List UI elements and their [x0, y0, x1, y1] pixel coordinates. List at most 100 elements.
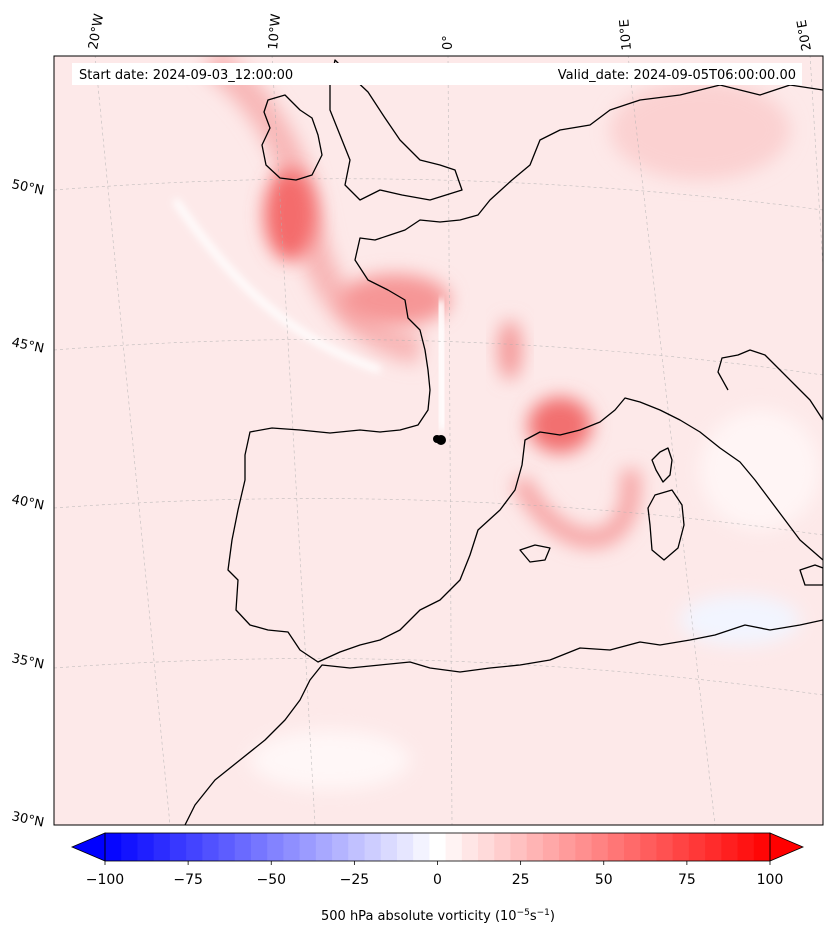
colorbar-cell	[250, 833, 268, 861]
colorbar-tick-label: −25	[340, 872, 370, 888]
colorbar: −100 −75 −50 −25 0 25 50 75 100 500 hPa absolute…	[70, 832, 805, 924]
colorbar-extend-low	[70, 832, 106, 862]
colorbar-cell	[672, 833, 690, 861]
lat-label-35n: 35°N	[10, 651, 45, 672]
colorbar-tick-label: −100	[86, 872, 124, 888]
colorbar-cell	[526, 833, 544, 861]
colorbar-cells	[105, 833, 771, 861]
colorbar-cell	[234, 833, 252, 861]
map-frame	[53, 55, 824, 826]
colorbar-tick-label: 25	[512, 872, 530, 888]
vorticity-low-streak-2	[435, 299, 448, 431]
colorbar-label: 500 hPa absolute vorticity (10−5s−1)	[321, 908, 555, 924]
colorbar-cell	[121, 833, 139, 861]
latitude-labels: 50°N 45°N 40°N 35°N 30°N	[10, 177, 45, 830]
colorbar-tick-label: 0	[433, 872, 442, 888]
coast-sardinia	[647, 489, 685, 561]
vorticity-max-biscay	[340, 274, 450, 326]
coast-europe-north	[227, 84, 823, 663]
lon-label-0: 0°	[441, 35, 456, 50]
colorbar-cell	[656, 833, 674, 861]
colorbar-cell	[721, 833, 739, 861]
colorbar-cell	[705, 833, 722, 861]
coast-north-africa	[184, 619, 823, 825]
graticule	[54, 56, 823, 825]
colorbar-cell	[478, 833, 495, 861]
coast-ireland	[261, 94, 323, 181]
colorbar-cell	[591, 833, 609, 861]
meridian-0	[447, 56, 453, 825]
colorbar-cell	[153, 833, 171, 861]
vorticity-max-ireland	[264, 169, 316, 261]
coast-adriatic	[717, 349, 823, 421]
colorbar-cell	[753, 833, 771, 861]
colorbar-cell	[364, 833, 382, 861]
meridian-20w	[94, 56, 171, 825]
colorbar-tick-label: 100	[757, 872, 784, 888]
lon-label-20w: 20°W	[86, 13, 107, 51]
colorbar-ticks: −100 −75 −50 −25 0 25 50 75 100	[86, 861, 784, 888]
colorbar-cell	[640, 833, 658, 861]
colorbar-cell	[332, 833, 349, 861]
lat-label-50n: 50°N	[10, 177, 45, 198]
colorbar-cell	[202, 833, 220, 861]
colorbar-cell	[315, 833, 333, 861]
coastlines	[184, 59, 823, 825]
colorbar-cell	[186, 833, 203, 861]
coast-great-britain	[329, 59, 463, 201]
vorticity-max-gulf-of-lion	[528, 397, 592, 453]
colorbar-extend-high	[769, 832, 805, 862]
colorbar-tick-label: 50	[595, 872, 613, 888]
lon-label-20e: 20°E	[795, 19, 815, 52]
colorbar-cell	[413, 833, 430, 861]
colorbar-cell	[380, 833, 398, 861]
parallel-50n	[54, 178, 823, 211]
parallel-45n	[54, 339, 823, 376]
coast-sicily	[799, 564, 823, 586]
colorbar-cell	[105, 833, 122, 861]
map-panel: Start date: 2024-09-03_12:00:00 Valid_da…	[54, 56, 823, 825]
date-label-band	[72, 63, 802, 85]
colorbar-cell	[607, 833, 625, 861]
meridian-10w	[271, 56, 316, 825]
vorticity-low-streak	[172, 198, 382, 374]
vorticity-min-patch-2	[680, 595, 800, 645]
colorbar-cell	[429, 833, 447, 861]
colorbar-cell	[688, 833, 706, 861]
colorbar-cell	[137, 833, 155, 861]
colorbar-cell	[283, 833, 301, 861]
colorbar-cell	[169, 833, 187, 861]
colorbar-tick-label: −75	[173, 872, 203, 888]
start-date-label: Start date: 2024-09-03_12:00:00	[79, 68, 293, 83]
colorbar-cell	[559, 833, 576, 861]
vorticity-patch-italy	[700, 410, 820, 530]
vorticity-max-rhone	[498, 320, 522, 380]
location-marker-dot-2	[433, 435, 441, 443]
colorbar-cell	[737, 833, 755, 861]
lon-label-10e: 10°E	[617, 19, 635, 51]
colorbar-cell	[542, 833, 560, 861]
parallel-35n	[54, 658, 823, 696]
colorbar-cell	[575, 833, 593, 861]
vorticity-patch-east	[610, 80, 790, 180]
colorbar-cell	[624, 833, 641, 861]
coast-mallorca	[519, 544, 551, 563]
parallel-40n	[54, 498, 823, 536]
colorbar-cell	[299, 833, 317, 861]
vorticity-min-patch	[250, 730, 410, 790]
colorbar-tick-label: −50	[256, 872, 286, 888]
colorbar-cell	[445, 833, 463, 861]
colorbar-cell	[494, 833, 512, 861]
vorticity-field	[172, 56, 820, 790]
colorbar-cell	[396, 833, 414, 861]
colorbar-cell	[348, 833, 366, 861]
lon-label-10w: 10°W	[266, 13, 284, 50]
colorbar-cell	[267, 833, 285, 861]
lat-label-30n: 30°N	[10, 809, 45, 830]
colorbar-tick-label: 75	[678, 872, 696, 888]
lat-label-40n: 40°N	[10, 492, 45, 513]
vorticity-arc-balearic	[511, 469, 640, 548]
coast-corsica	[651, 447, 673, 483]
lat-label-45n: 45°N	[10, 335, 45, 356]
